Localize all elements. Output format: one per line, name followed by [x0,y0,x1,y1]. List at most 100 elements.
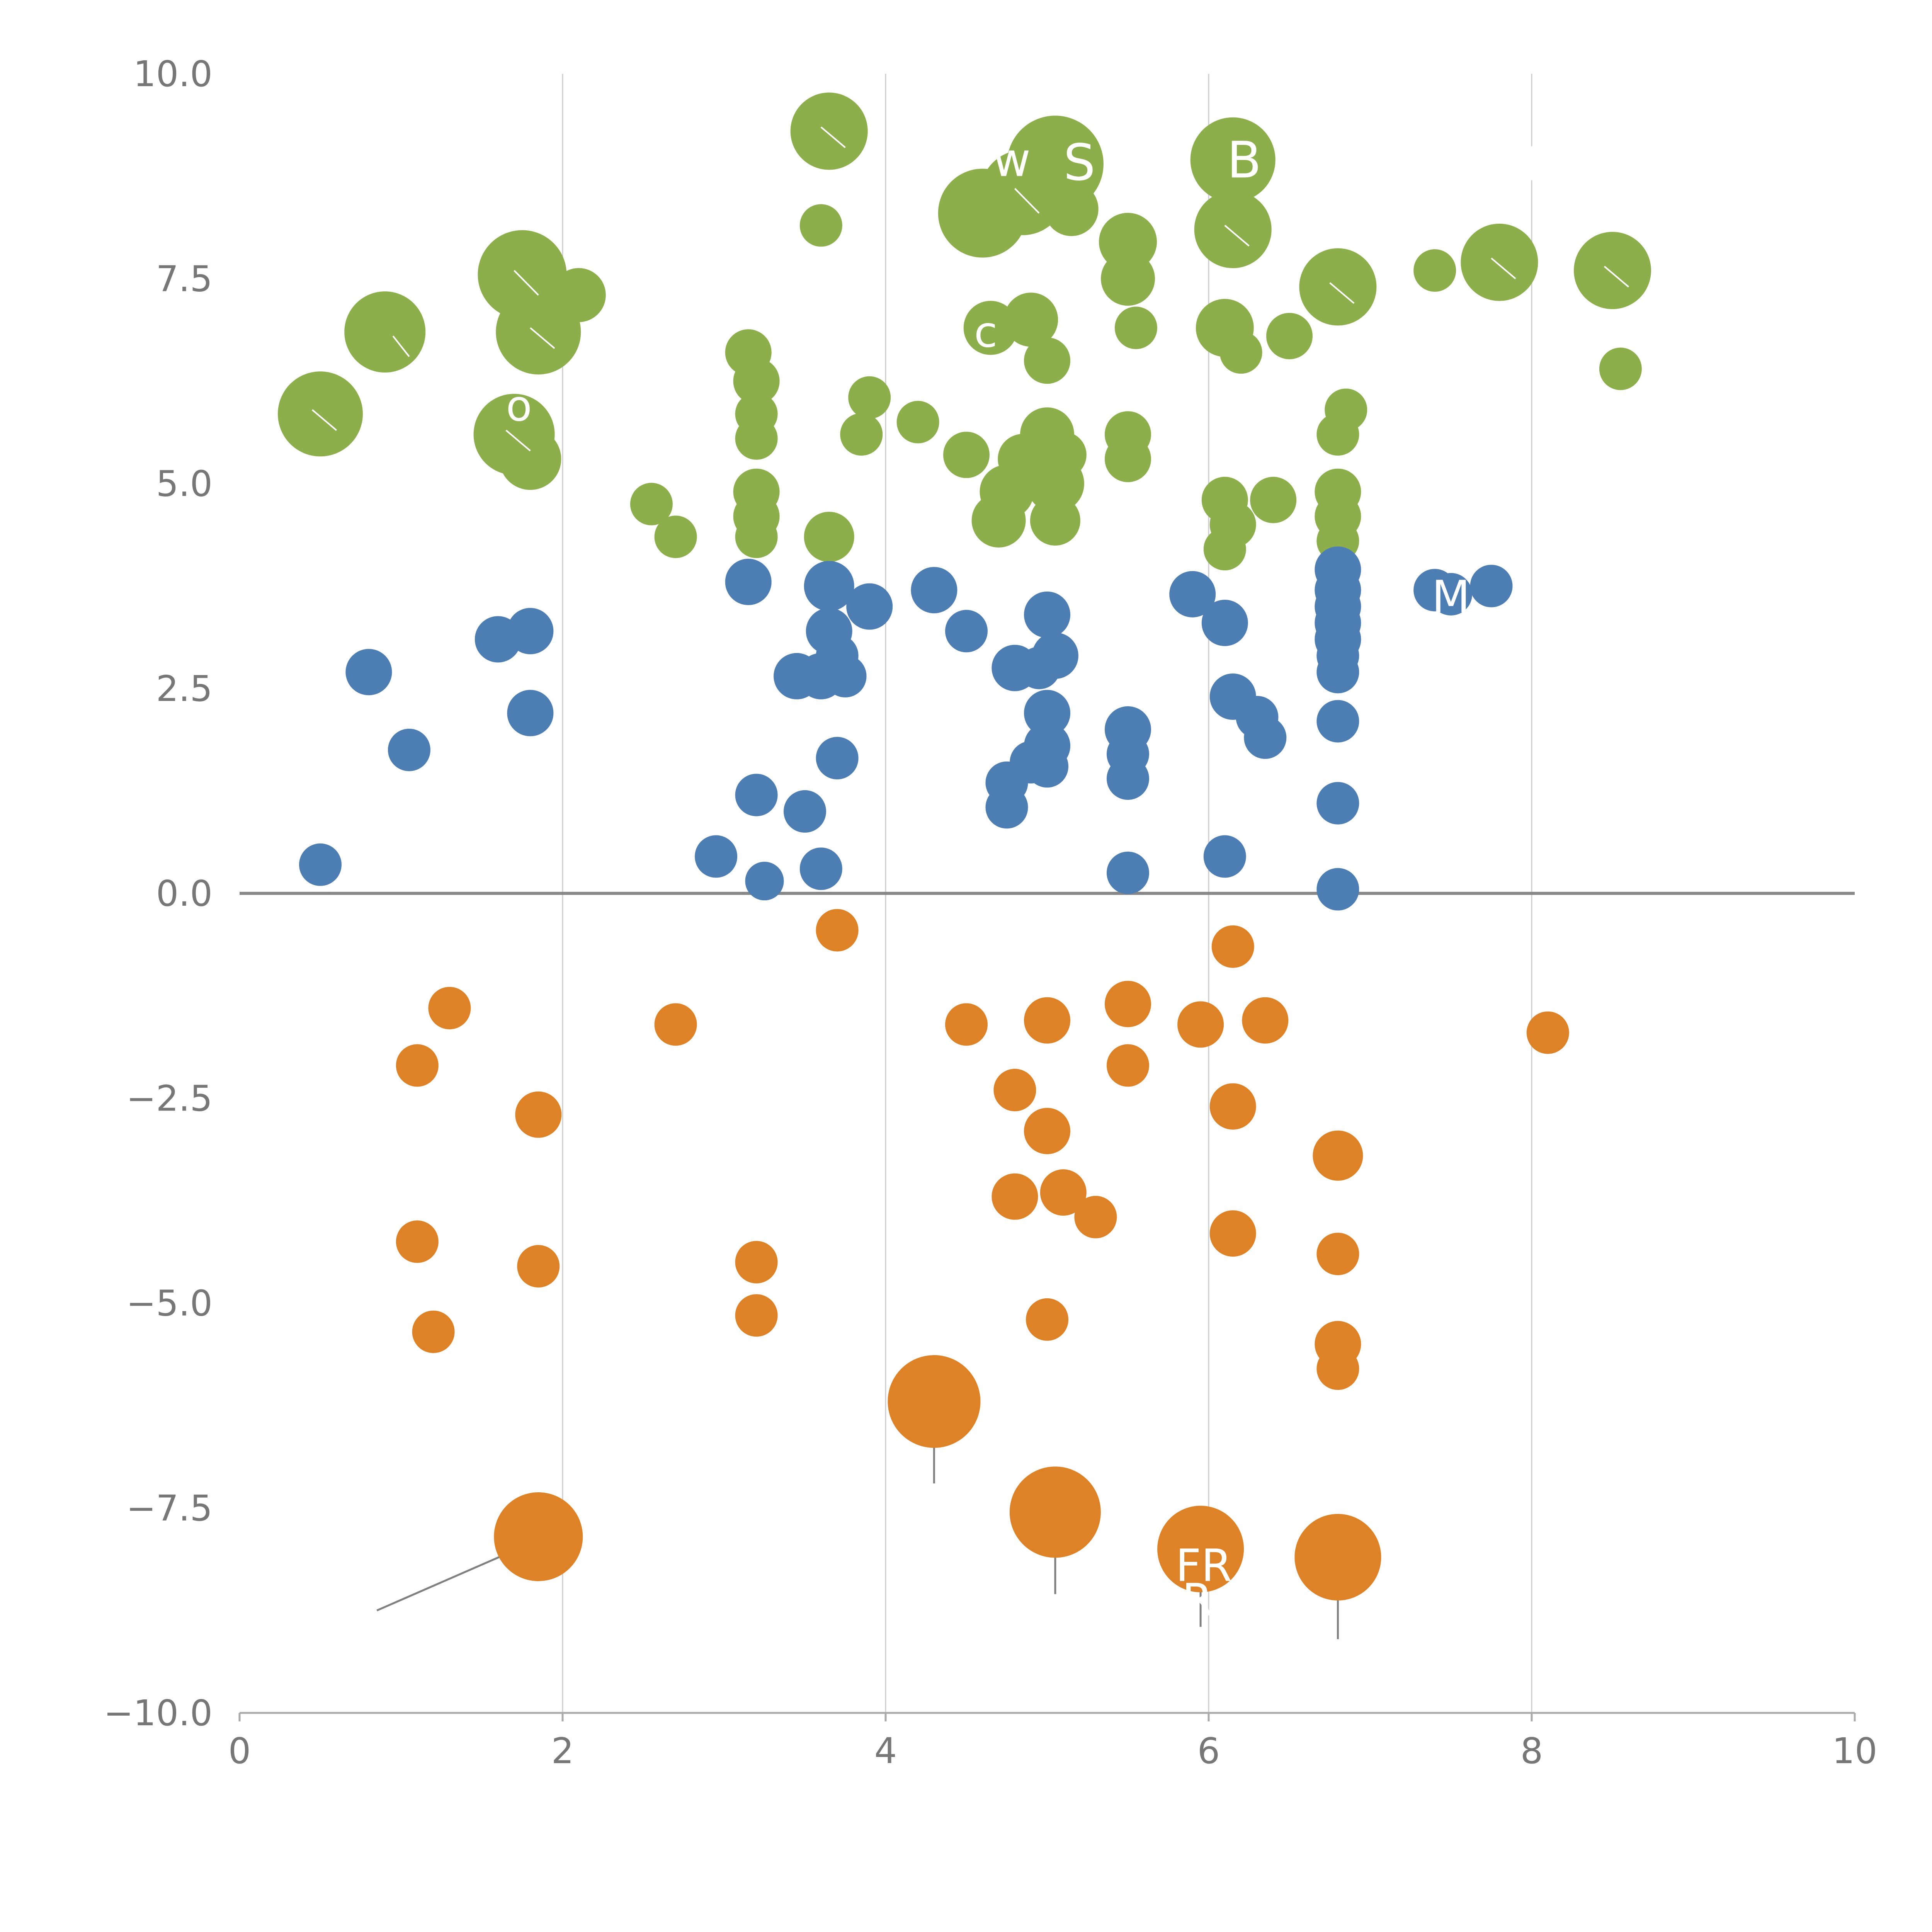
data-point-blue [1107,757,1149,800]
data-point-orange [1074,1196,1117,1238]
data-point-orange [1024,997,1070,1044]
data-point-blue [299,843,342,886]
data-point-green [1004,293,1058,347]
annotation-label: w [993,134,1031,187]
data-point-orange [494,1492,583,1581]
data-point-green [1203,528,1246,571]
y-tick-label: −2.5 [126,1078,213,1119]
data-point-blue [725,559,772,605]
data-point-green [790,92,868,170]
y-tick-label: −7.5 [126,1488,213,1529]
leader-mark [1604,265,1629,287]
data-point-green [1194,190,1272,268]
data-point-green [1040,432,1087,478]
data-point-green [499,428,561,490]
data-point-blue [507,690,554,736]
y-tick-label: 2.5 [156,668,213,709]
x-tick-label: 6 [1197,1730,1220,1772]
data-point-orange [396,1220,439,1263]
data-point-green [1461,223,1538,301]
data-point-blue [1026,745,1068,788]
data-point-blue [345,649,392,696]
data-point-orange [816,909,859,952]
data-point-green [1219,331,1262,374]
leader-mark [505,430,531,452]
x-tick-label: 8 [1520,1730,1543,1772]
data-point-green [735,515,778,558]
leader-mark [820,126,846,148]
x-tick-label: 10 [1832,1730,1877,1772]
data-point-green [1101,252,1155,306]
data-point-green [733,358,780,405]
leader-mark [1014,188,1040,214]
data-point-orange [1242,997,1289,1044]
data-point-green [971,493,1026,548]
data-point-green [963,301,1018,355]
data-point-blue [1201,600,1248,646]
data-point-green [943,432,990,478]
data-point-blue [1018,646,1061,689]
annotation-label: c [974,308,997,357]
data-point-blue [911,567,957,614]
data-point-blue [1203,835,1246,878]
data-point-orange [1211,925,1254,968]
data-point-orange [1107,1044,1149,1087]
data-point-orange [1157,1505,1244,1592]
annotation-label: E [1537,512,1565,562]
data-point-green [1030,495,1080,546]
data-point-orange [888,1355,981,1448]
data-point-blue [985,786,1028,829]
leader-mark [1329,282,1355,304]
data-point-orange [945,1003,988,1046]
y-tick-label: 0.0 [156,873,213,914]
data-point-green [278,371,363,457]
data-point-orange [1024,1108,1070,1155]
leader-mark [311,409,337,431]
data-point-blue [1169,571,1216,617]
annotation-label: M [1432,571,1470,623]
leader-mark [1491,257,1516,279]
data-point-orange [1040,1169,1087,1216]
data-point-blue [1430,573,1472,616]
data-point-blue [945,610,988,653]
data-point-orange [1209,1210,1256,1257]
data-point-green [1044,182,1099,236]
data-point-blue [735,774,778,816]
data-point-orange [428,986,471,1029]
data-point-green [1316,413,1359,456]
data-point-orange [1316,1347,1359,1390]
y-tick-label: 5.0 [156,463,213,505]
data-point-blue [804,561,854,611]
data-point-orange [1316,1233,1359,1276]
data-point-green [735,417,778,460]
data-point-orange [1313,1130,1363,1181]
data-point-orange [1105,981,1151,1027]
y-tick-label: 7.5 [156,258,213,299]
x-tick-label: 4 [874,1730,897,1772]
data-point-blue [695,835,738,878]
data-point-green [1599,347,1642,390]
data-point-blue [507,608,554,655]
data-point-blue [1024,690,1070,736]
annotation-label: R [1080,581,1111,633]
data-point-orange [515,1091,562,1138]
data-point-orange [1294,1514,1381,1601]
data-point-orange [654,1003,697,1046]
data-point-orange [1009,1466,1101,1558]
data-point-green [1190,117,1276,202]
data-point-blue [1107,851,1149,894]
data-point-blue [1316,651,1359,694]
data-point-blue [1316,782,1359,825]
data-point-orange [993,1069,1036,1112]
leader-mark [530,327,555,349]
data-point-orange [1026,1298,1068,1341]
data-point-blue [388,728,430,771]
data-point-green [1114,306,1157,349]
data-point-green [799,204,842,247]
data-point-green [1413,249,1456,292]
y-tick-label: −5.0 [126,1283,213,1324]
data-point-green [1266,313,1313,359]
annotation-label: B [1227,131,1261,189]
annotation-label: E [1525,138,1554,191]
